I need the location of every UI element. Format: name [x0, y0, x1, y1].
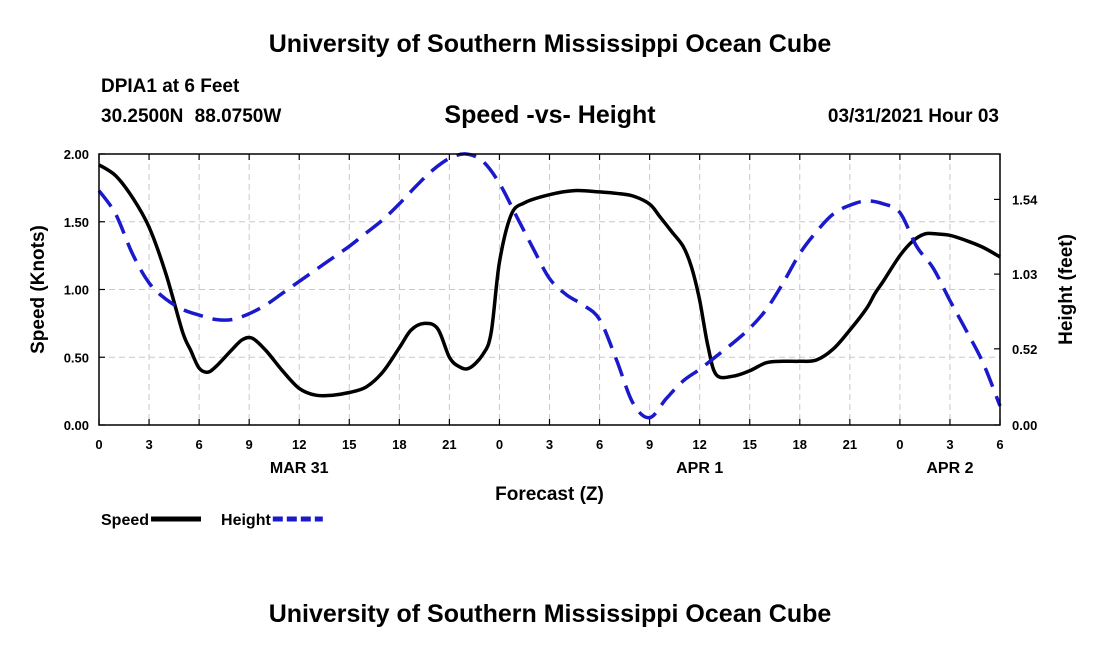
- legend-label-height: Height: [221, 512, 271, 529]
- x-tick-label: 12: [692, 437, 706, 452]
- y2-axis-label: Height (feet): [1056, 234, 1077, 345]
- y2-tick-label: 0.52: [1012, 342, 1037, 357]
- y-tick-label: 2.00: [64, 147, 89, 162]
- x-tick-label: 0: [896, 437, 903, 452]
- series-line-speed: [98, 163, 1001, 398]
- x-tick-label: 21: [442, 437, 456, 452]
- x-tick-label: 15: [742, 437, 756, 452]
- y-tick-label: 0.00: [64, 418, 89, 433]
- y-tick-label: 1.00: [64, 283, 89, 298]
- coordinates-label: 30.2500N 88.0750W: [101, 106, 282, 127]
- chart-subtitle: Speed -vs- Height: [444, 101, 656, 129]
- y-tick-label: 0.50: [64, 350, 89, 365]
- series-lines: [97, 152, 1002, 420]
- y-tick-label: 1.50: [64, 215, 89, 230]
- x-tick-label: 12: [292, 437, 306, 452]
- axis-labels: 0 3 6 9 12 15 18 21 0 3 6 9 12 15 18 21 0 3 6 0.00 0.50 1.00 1…: [28, 147, 1077, 505]
- x-tick-label: 0: [496, 437, 503, 452]
- axis-ticks: [98, 153, 1001, 426]
- x-tick-label: 3: [145, 437, 152, 452]
- x-axis-label: Forecast (Z): [495, 484, 604, 505]
- x-tick-label: 6: [195, 437, 202, 452]
- x-tick-label: 18: [793, 437, 807, 452]
- y2-tick-label: 1.54: [1012, 192, 1038, 207]
- series-line-height: [97, 152, 1002, 420]
- x-tick-label: 3: [546, 437, 553, 452]
- x-tick-label: 9: [646, 437, 653, 452]
- chart-main-title: University of Southern Mississippi Ocean…: [268, 30, 832, 58]
- station-label: DPIA1 at 6 Feet: [101, 76, 240, 97]
- gridlines: [99, 154, 1000, 425]
- x-tick-label: 6: [996, 437, 1003, 452]
- x-tick-label: 3: [946, 437, 953, 452]
- x-tick-label: 18: [392, 437, 406, 452]
- forecast-datetime: 03/31/2021 Hour 03: [827, 106, 999, 127]
- y2-tick-label: 1.03: [1012, 267, 1037, 282]
- date-label: APR 1: [676, 460, 723, 477]
- x-tick-label: 6: [596, 437, 603, 452]
- x-tick-label: 0: [95, 437, 102, 452]
- legend-label-speed: Speed: [101, 512, 149, 529]
- chart-footer-title: University of Southern Mississippi Ocean…: [268, 600, 832, 628]
- x-tick-label: 21: [843, 437, 857, 452]
- x-tick-label: 9: [246, 437, 253, 452]
- date-label: APR 2: [926, 460, 973, 477]
- date-label: MAR 31: [270, 460, 329, 477]
- y2-tick-label: 0.00: [1012, 418, 1037, 433]
- y-axis-label: Speed (Knots): [28, 225, 49, 354]
- x-tick-label: 15: [342, 437, 356, 452]
- legend: Speed Height: [101, 512, 323, 529]
